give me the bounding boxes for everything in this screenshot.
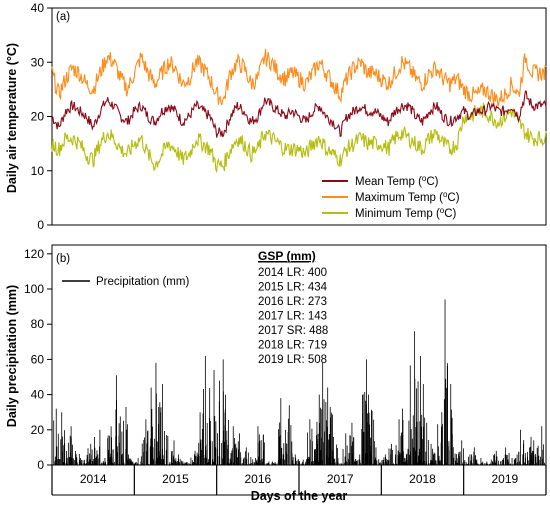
panel-b-ylabel-text: Daily precipitation (mm) [5,285,19,427]
legend-label: Minimum Temp (oC) [355,206,457,220]
gsp-entry: 2016 LR: 273 [258,296,327,308]
panel-b-ytick-label: 0 [37,458,44,472]
gsp-entry: 2018 LR: 719 [258,340,327,352]
panel-b-legend: Precipitation (mm) [62,276,189,288]
legend-label: Precipitation (mm) [96,276,189,288]
year-label: 2014 [80,472,107,486]
panel-b-bars-group [52,299,545,465]
gsp-entry: 2019 LR: 508 [258,354,327,366]
panel-a: Daily air temperature (°C) 0 10 20 30 40 (a)… [5,1,547,232]
year-label: 2016 [244,472,271,486]
year-label: 2017 [327,472,354,486]
panel-b-ytick-label: 120 [24,247,44,261]
panel-b-ytick-label: 80 [31,317,45,331]
gsp-entry: 2015 LR: 434 [258,282,328,294]
year-label: 2015 [162,472,189,486]
panel-a-legend: Mean Temp (oC) Maximum Temp (oC) Minimum T… [322,174,460,220]
panel-b-ytick-label: 40 [31,388,45,402]
panel-b-xlabel: Days of the year [251,489,348,503]
panel-a-ylabel: Daily air temperature (°C) [5,43,19,193]
gsp-annotation: GSP (mm) 2014 LR: 400 2015 LR: 434 2016 LR:… [258,249,328,366]
panel-b-label: (b) [56,253,70,265]
panel-a-ytick-label: 30 [31,55,45,69]
panel-a-ylabel-text: Daily air temperature (°C) [5,43,19,193]
panel-a-ytick-label: 10 [31,164,45,178]
panel-b-year-axis: 2014 2015 2016 2017 2018 2019 [51,465,547,496]
panel-b-ytick-label: 20 [31,423,45,437]
gsp-entry: 2014 LR: 400 [258,267,327,279]
gsp-entry: 2017 SR: 488 [258,325,328,337]
temperature-series-line [51,48,547,107]
legend-label: Mean Temp (oC) [355,174,439,188]
temperature-series-line [51,101,547,174]
panel-a-axes: 0 10 20 30 40 [31,1,547,232]
gsp-title: GSP (mm) [258,249,316,263]
panel-b-axes: 0 20 40 60 80 100 120 [24,244,547,472]
temperature-series-line [51,90,547,138]
year-label: 2019 [491,472,518,486]
panel-b-ytick-label: 100 [24,282,44,296]
year-label: 2018 [409,472,436,486]
panel-a-series-group [51,48,547,174]
legend-label: Maximum Temp (oC) [355,190,460,204]
panel-b-ylabel: Daily precipitation (mm) [5,285,19,427]
panel-b: Daily precipitation (mm) 0 20 40 60 80 100 120… [5,244,547,503]
panel-a-ytick-label: 20 [31,110,45,124]
gsp-entry: 2017 LR: 143 [258,311,327,323]
panel-a-label: (a) [56,11,70,23]
panel-b-ytick-label: 60 [31,352,45,366]
panel-a-ytick-label: 40 [31,1,45,15]
panel-a-ytick-label: 0 [37,218,44,232]
